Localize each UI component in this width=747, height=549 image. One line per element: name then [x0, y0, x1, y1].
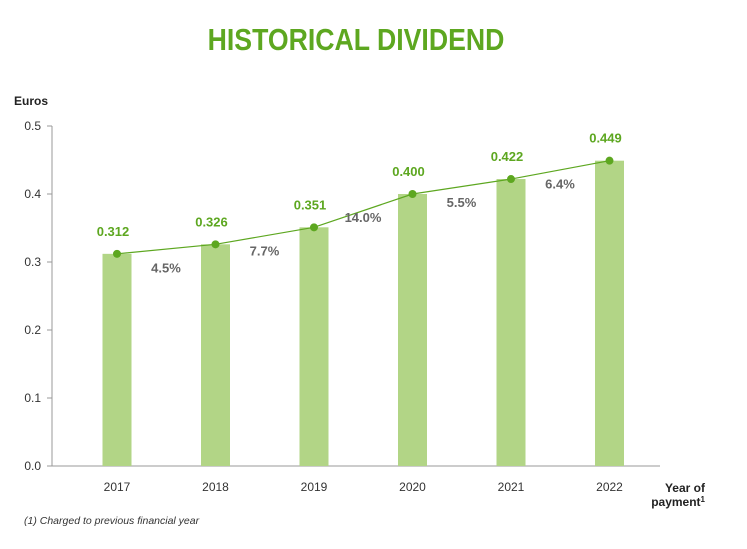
- x-tick-label: 2019: [301, 480, 328, 494]
- growth-label: 7.7%: [250, 243, 280, 258]
- data-point: [113, 249, 121, 258]
- data-point: [408, 190, 417, 198]
- y-tick-label: 0.3: [24, 255, 41, 269]
- value-label: 0.351: [294, 197, 327, 212]
- y-tick-label: 0.2: [24, 323, 41, 337]
- x-tick-label: 2018: [202, 480, 229, 494]
- bar: [595, 160, 624, 466]
- value-label: 0.312: [97, 224, 130, 239]
- footnote: (1) Charged to previous financial year: [24, 515, 200, 527]
- data-point: [507, 175, 515, 184]
- value-label: 0.422: [491, 149, 524, 164]
- bar: [201, 244, 230, 466]
- value-label: 0.326: [195, 214, 228, 229]
- y-axis-label: Euros: [14, 94, 48, 108]
- growth-label: 6.4%: [545, 177, 575, 192]
- data-point: [211, 240, 220, 249]
- growth-label: 4.5%: [151, 260, 181, 275]
- bar: [398, 194, 427, 466]
- x-tick-label: 2017: [104, 480, 131, 494]
- growth-label: 14.0%: [345, 210, 382, 225]
- bar: [102, 253, 132, 466]
- x-tick-label: 2020: [399, 480, 426, 494]
- y-tick-label: 0.1: [24, 391, 41, 405]
- bar: [496, 179, 526, 467]
- chart-title: HISTORICAL DIVIDEND: [207, 22, 505, 57]
- x-axis-label-line1: Year of: [665, 481, 706, 495]
- x-axis-label-superscript: 1: [701, 495, 706, 504]
- data-point: [605, 156, 614, 165]
- x-tick-label: 2021: [498, 480, 525, 494]
- y-tick-label: 0.4: [24, 187, 41, 201]
- growth-label: 5.5%: [447, 195, 477, 210]
- trend-line: [116, 160, 610, 255]
- y-tick-label: 0.5: [24, 119, 41, 133]
- y-tick-label: 0.0: [24, 459, 41, 473]
- value-label: 0.400: [392, 164, 425, 179]
- data-point: [310, 223, 318, 232]
- value-label: 0.449: [589, 131, 622, 146]
- x-axis-label-line2: payment1: [651, 495, 705, 509]
- x-tick-label: 2022: [596, 480, 623, 494]
- bar: [299, 227, 329, 466]
